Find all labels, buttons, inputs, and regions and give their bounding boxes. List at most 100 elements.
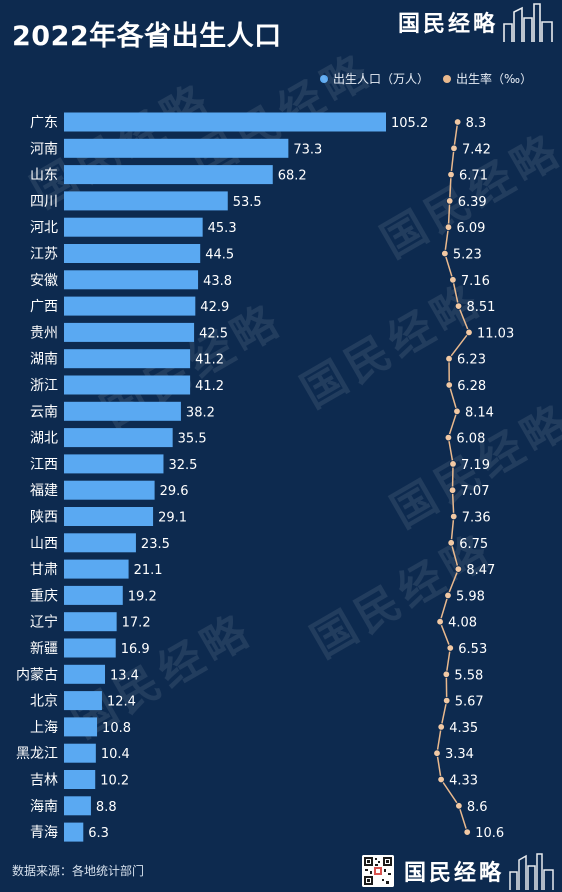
births-bar [64,270,199,290]
qr-code-icon [362,855,394,887]
category-label: 甘肃 [30,562,58,578]
category-label: 河南 [30,141,58,157]
category-label: 辽宁 [30,614,58,631]
category-label: 内蒙古 [16,667,58,683]
births-value-label: 73.3 [293,142,322,157]
rate-point [465,328,473,337]
rate-point [454,302,463,310]
legend-label-rate: 出生率（‰） [456,72,533,86]
births-value-label: 42.9 [200,300,229,315]
category-label: 海南 [30,799,58,815]
rate-value-label: 7.36 [462,511,491,526]
rate-point [445,355,453,363]
births-value-label: 16.9 [121,642,150,657]
births-bar [64,612,117,632]
rate-point [447,539,455,547]
category-label: 福建 [30,483,58,499]
rate-value-label: 10.6 [475,826,504,841]
skyline-icon-bottom [509,853,554,890]
births-value-label: 29.1 [158,511,187,526]
rate-value-label: 5.98 [456,589,485,604]
births-bar [64,559,129,579]
category-label: 山西 [30,536,58,552]
births-bar [64,138,289,158]
births-bar [64,585,123,605]
births-bar [64,480,155,500]
legend-item-births: 出生人口（万人） [320,70,429,87]
category-label: 云南 [30,404,58,420]
page-title: 2022年各省出生人口 [12,21,282,52]
skyline-icon [503,3,553,42]
births-value-label: 45.3 [208,221,237,236]
category-label: 吉林 [30,773,58,789]
rate-value-label: 6.53 [458,642,487,657]
rate-value-label: 7.42 [462,142,491,157]
rate-point [450,512,458,521]
births-bar [64,717,98,737]
births-bar [64,796,91,816]
rate-value-label: 6.39 [458,195,487,210]
births-value-label: 38.2 [186,405,215,420]
births-value-label: 35.5 [178,432,207,447]
births-bar [64,454,164,474]
births-value-label: 19.2 [128,589,157,604]
legend-dot-rate [443,74,452,83]
births-bar [64,217,203,237]
rate-point [444,223,453,231]
rate-point [433,749,441,757]
brand-logo-top: 国民经略 [398,11,499,37]
births-value-label: 41.2 [195,379,224,394]
category-label: 湖南 [30,352,58,368]
rate-point [444,433,453,442]
births-value-label: 41.2 [195,353,224,368]
rate-point [446,644,454,652]
births-bar [64,112,386,132]
births-bar [64,770,96,789]
rate-value-label: 8.3 [466,116,487,131]
births-bar [64,322,195,342]
births-bar [64,244,201,263]
rate-point [450,144,458,152]
rate-point [442,670,451,678]
category-label: 上海 [30,720,58,736]
births-value-label: 68.2 [278,169,307,184]
births-bar [64,191,228,211]
births-value-label: 21.1 [134,563,163,578]
rate-value-label: 6.23 [457,353,486,368]
rate-line [436,121,470,833]
births-bar [64,401,181,421]
rate-value-label: 5.23 [453,248,482,263]
rate-value-label: 6.28 [457,379,486,394]
rate-value-label: 8.6 [467,800,488,815]
chart-legend: 出生人口（万人） 出生率（‰） [320,70,546,87]
rate-value-label: 7.07 [461,484,490,499]
rate-value-label: 8.47 [466,563,495,578]
births-bar [64,822,84,842]
category-label: 广西 [30,299,58,315]
births-bar [64,638,116,658]
rate-value-label: 11.03 [477,326,514,341]
rate-point [445,381,453,389]
births-value-label: 10.2 [100,774,129,789]
births-value-label: 32.5 [168,458,197,473]
category-label: 河北 [30,220,58,236]
births-value-label: 12.4 [107,695,136,710]
births-value-label: 6.3 [88,826,109,841]
births-value-label: 105.2 [391,116,428,131]
legend-label-births: 出生人口（万人） [333,72,430,86]
births-bar [64,296,196,316]
category-label: 贵州 [30,325,58,341]
births-value-label: 8.8 [96,800,117,815]
births-bar [64,664,106,684]
rate-value-label: 4.33 [449,774,478,789]
rate-point [436,618,444,626]
legend-item-rate: 出生率（‰） [443,70,532,87]
category-label: 黑龙江 [16,746,58,762]
births-bar [64,375,191,395]
category-label: 四川 [30,194,58,210]
births-bar [64,533,136,553]
category-label: 北京 [30,694,58,710]
rate-point [449,276,457,284]
rate-value-label: 6.09 [456,221,485,236]
source-note: 数据来源：各地统计部门 [12,864,145,878]
